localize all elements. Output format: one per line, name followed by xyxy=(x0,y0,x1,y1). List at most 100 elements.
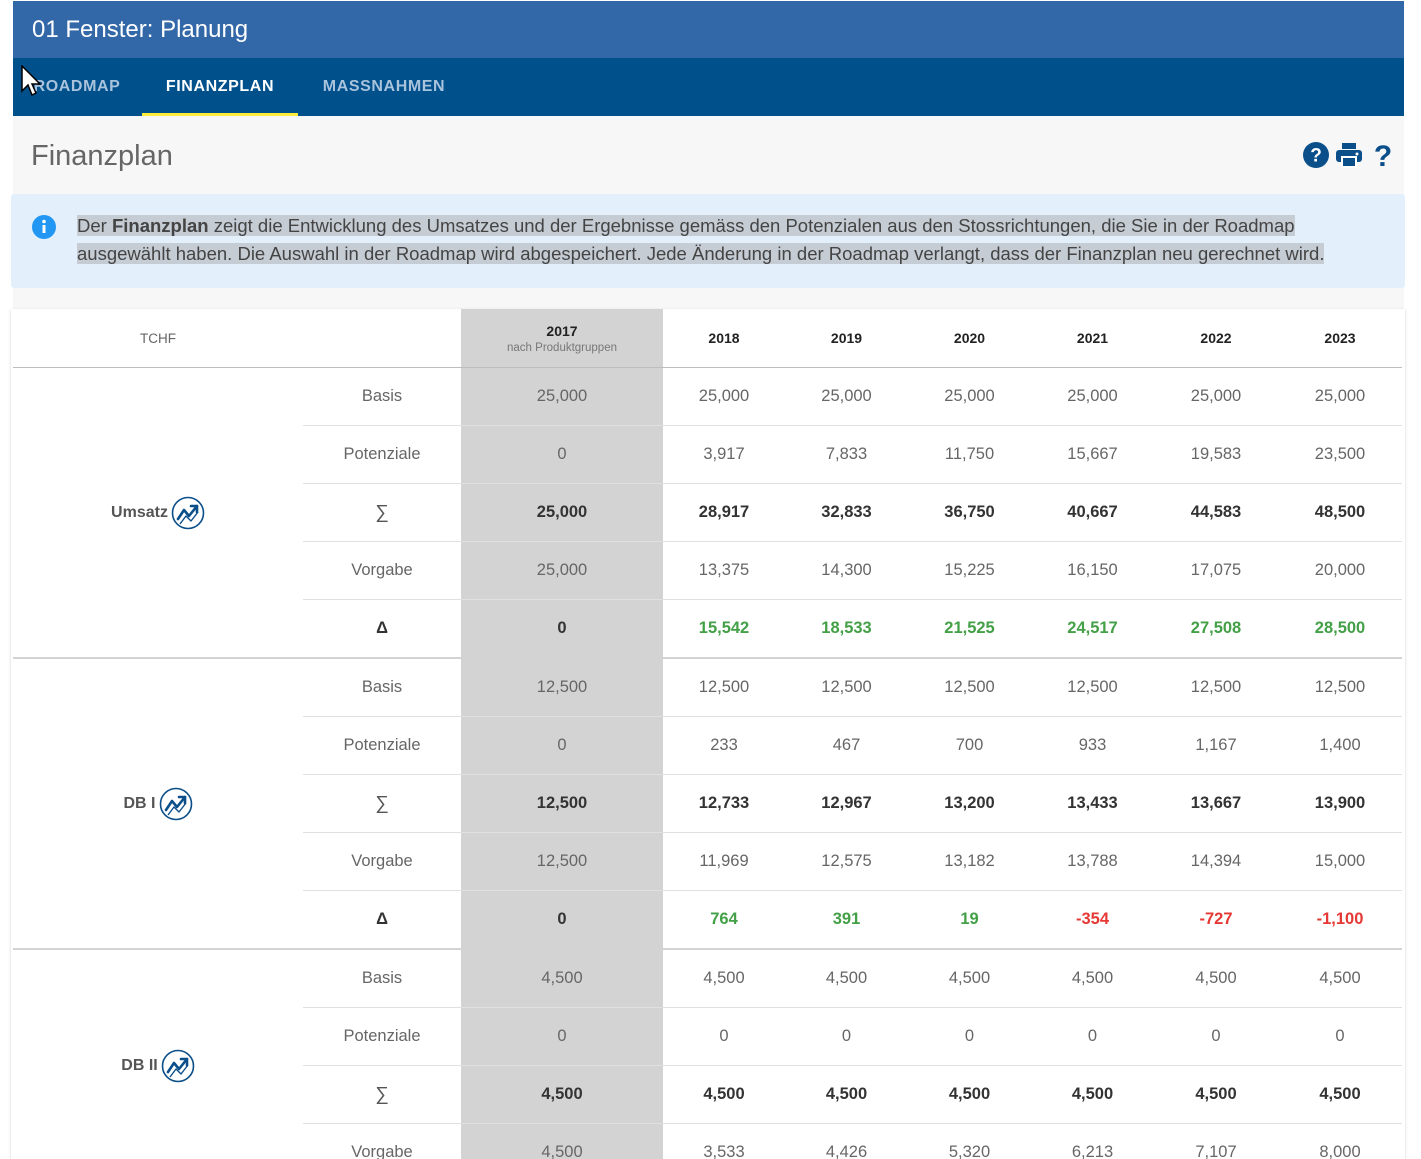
value-cell: 25,000 xyxy=(461,542,663,600)
tab-finanzplan[interactable]: FINANZPLAN xyxy=(142,58,298,116)
value-cell: 15,667 xyxy=(1031,426,1154,484)
value-cell: 25,000 xyxy=(908,368,1031,426)
row-label: ∑ xyxy=(303,484,461,542)
row-label: Basis xyxy=(303,368,461,426)
value-cell: 25,000 xyxy=(1154,368,1278,426)
value-cell: 13,375 xyxy=(663,542,785,600)
row-label: Vorgabe xyxy=(303,1124,461,1159)
value-cell: 12,500 xyxy=(1278,658,1402,717)
value-cell: 700 xyxy=(908,717,1031,775)
value-cell: 5,320 xyxy=(908,1124,1031,1159)
value-cell: 19 xyxy=(908,891,1031,950)
value-cell: 0 xyxy=(1154,1008,1278,1066)
row-label: Basis xyxy=(303,949,461,1008)
value-cell: -1,100 xyxy=(1278,891,1402,950)
value-cell: 4,500 xyxy=(663,1066,785,1124)
value-cell: 12,733 xyxy=(663,775,785,833)
trend-chart-icon[interactable] xyxy=(161,1049,195,1083)
value-cell: 1,167 xyxy=(1154,717,1278,775)
finanzplan-table: TCHF 2017 nach Produktgruppen 2018 2019 … xyxy=(13,309,1402,1159)
print-icon[interactable] xyxy=(1335,141,1363,169)
value-cell: 13,200 xyxy=(908,775,1031,833)
value-cell: 0 xyxy=(461,891,663,950)
year-header-2017: 2017 nach Produktgruppen xyxy=(461,309,663,368)
value-cell: 11,969 xyxy=(663,833,785,891)
value-cell: 28,917 xyxy=(663,484,785,542)
value-cell: 12,500 xyxy=(908,658,1031,717)
value-cell: 4,500 xyxy=(1278,1066,1402,1124)
value-cell: 0 xyxy=(1031,1008,1154,1066)
value-cell: 12,500 xyxy=(461,833,663,891)
value-cell: 4,500 xyxy=(1031,1066,1154,1124)
row-label: Potenziale xyxy=(303,426,461,484)
help-icon[interactable]: ? xyxy=(1369,141,1397,169)
trend-chart-icon[interactable] xyxy=(159,787,193,821)
mouse-cursor-icon xyxy=(21,65,43,99)
window-title: 01 Fenster: Planung xyxy=(13,1,1404,58)
value-cell: 4,500 xyxy=(1031,949,1154,1008)
value-cell: 18,533 xyxy=(785,600,908,659)
value-cell: 25,000 xyxy=(1031,368,1154,426)
value-cell: 48,500 xyxy=(1278,484,1402,542)
value-cell: 12,500 xyxy=(1154,658,1278,717)
row-label: Potenziale xyxy=(303,717,461,775)
value-cell: 6,213 xyxy=(1031,1124,1154,1159)
app-window: 01 Fenster: Planung ROADMAP FINANZPLAN M… xyxy=(13,1,1404,1150)
value-cell: 233 xyxy=(663,717,785,775)
year-header: 2020 xyxy=(908,309,1031,368)
year-header: 2022 xyxy=(1154,309,1278,368)
value-cell: 3,917 xyxy=(663,426,785,484)
value-cell: 4,500 xyxy=(908,949,1031,1008)
year-2017-label: 2017 xyxy=(546,323,577,339)
value-cell: 4,500 xyxy=(461,1066,663,1124)
year-header: 2019 xyxy=(785,309,908,368)
value-cell: 3,533 xyxy=(663,1124,785,1159)
value-cell: 17,075 xyxy=(1154,542,1278,600)
value-cell: -354 xyxy=(1031,891,1154,950)
group-label: DB I xyxy=(13,658,303,949)
value-cell: 0 xyxy=(908,1008,1031,1066)
row-label: Vorgabe xyxy=(303,833,461,891)
value-cell: 0 xyxy=(461,600,663,659)
group-name: DB II xyxy=(121,1057,157,1074)
year-header: 2021 xyxy=(1031,309,1154,368)
value-cell: 12,967 xyxy=(785,775,908,833)
info-body: zeigt die Entwicklung des Umsatzes und d… xyxy=(77,215,1324,264)
value-cell: 40,667 xyxy=(1031,484,1154,542)
row-label: Basis xyxy=(303,658,461,717)
value-cell: 28,500 xyxy=(1278,600,1402,659)
value-cell: 13,900 xyxy=(1278,775,1402,833)
value-cell: 0 xyxy=(1278,1008,1402,1066)
value-cell: 13,667 xyxy=(1154,775,1278,833)
value-cell: 12,500 xyxy=(1031,658,1154,717)
value-cell: 4,500 xyxy=(785,1066,908,1124)
row-label: Δ xyxy=(303,600,461,659)
finanzplan-table-card: TCHF 2017 nach Produktgruppen 2018 2019 … xyxy=(11,309,1405,1159)
info-bold: Finanzplan xyxy=(112,215,209,236)
value-cell: 20,000 xyxy=(1278,542,1402,600)
value-cell: 13,433 xyxy=(1031,775,1154,833)
value-cell: 12,500 xyxy=(785,658,908,717)
value-cell: 0 xyxy=(785,1008,908,1066)
value-cell: 764 xyxy=(663,891,785,950)
info-text: Der Finanzplan zeigt die Entwicklung des… xyxy=(77,212,1367,268)
label-header xyxy=(303,309,461,368)
help-circle-icon[interactable]: ? xyxy=(1302,141,1330,169)
value-cell: 7,833 xyxy=(785,426,908,484)
info-icon xyxy=(31,214,57,240)
page-header: Finanzplan ? ? xyxy=(13,116,1404,194)
value-cell: 44,583 xyxy=(1154,484,1278,542)
trend-chart-icon[interactable] xyxy=(171,496,205,530)
value-cell: 8,000 xyxy=(1278,1124,1402,1159)
value-cell: 15,000 xyxy=(1278,833,1402,891)
info-prefix: Der xyxy=(77,215,112,236)
value-cell: 15,542 xyxy=(663,600,785,659)
tab-massnahmen[interactable]: MASSNAHMEN xyxy=(298,58,470,116)
value-cell: 4,500 xyxy=(461,949,663,1008)
year-header: 2018 xyxy=(663,309,785,368)
value-cell: 0 xyxy=(461,717,663,775)
value-cell: 4,500 xyxy=(908,1066,1031,1124)
value-cell: 25,000 xyxy=(785,368,908,426)
